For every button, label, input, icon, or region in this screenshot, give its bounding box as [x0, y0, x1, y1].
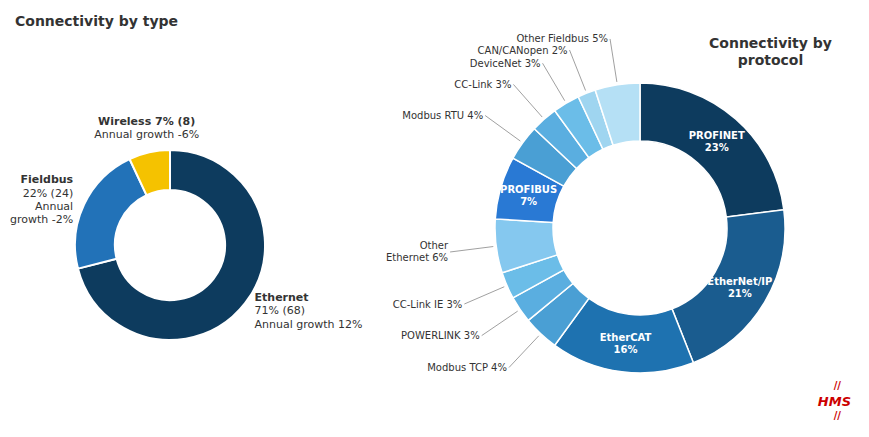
logo-text: // [834, 380, 842, 391]
text-line: Annual growth -6% [94, 128, 199, 141]
text-line: Fieldbus [21, 173, 74, 186]
text-line: // [834, 380, 842, 391]
chart-container: Connectivity by typeEthernet71% (68)Annu… [0, 0, 869, 437]
logo: //HMS// [818, 380, 851, 421]
text-line: Modbus TCP 4% [427, 362, 507, 373]
data-label: DeviceNet 3% [470, 58, 541, 69]
data-label: PROFIBUS7% [500, 184, 557, 207]
slice [672, 210, 785, 363]
text-line: Connectivity by type [15, 13, 178, 29]
title: Connectivity byprotocol [709, 35, 832, 68]
text-line: protocol [738, 52, 804, 68]
data-labels: PROFINET23% EtherNet/IP21% EtherCAT16% Modb… [386, 33, 772, 373]
leader-line [509, 336, 539, 368]
data-label: OtherEthernet 6% [386, 240, 449, 263]
leader-line [482, 311, 518, 335]
slices [495, 83, 785, 373]
text-line: 7% [520, 196, 537, 207]
text-line: Ethernet [255, 291, 309, 304]
text-line: POWERLINK 3% [401, 330, 480, 341]
leader-line [513, 84, 542, 117]
text-line: Other [420, 240, 449, 251]
annotations: Ethernet71% (68)Annual growth 12% Fieldbu… [10, 115, 363, 331]
text-line: CC-Link 3% [454, 79, 511, 90]
text-line: 23% [705, 141, 729, 152]
text-line: PROFIBUS [500, 184, 557, 195]
data-label: CAN/CANopen 2% [478, 45, 568, 56]
text-line: 21% [728, 288, 752, 299]
text-line: Wireless 7% (8) [98, 115, 195, 128]
text-line: growth -2% [10, 213, 73, 226]
annotation: Fieldbus22% (24)Annualgrowth -2% [10, 173, 74, 226]
data-label: PROFINET23% [689, 129, 745, 152]
text-line: // [834, 410, 842, 421]
text-line: 71% (68) [255, 304, 306, 317]
slice [495, 219, 557, 273]
data-label: CC-Link IE 3% [393, 299, 463, 310]
data-label: Modbus TCP 4% [427, 362, 507, 373]
data-label: POWERLINK 3% [401, 330, 480, 341]
donut-right: PROFINET23% EtherNet/IP21% EtherCAT16% Modb… [386, 33, 785, 373]
leader-line [450, 247, 493, 252]
text-line: HMS [818, 394, 851, 409]
slices [75, 150, 265, 340]
chart-svg: Connectivity by typeEthernet71% (68)Annu… [0, 0, 869, 437]
text-line: 22% (24) [23, 187, 74, 200]
text-line: DeviceNet 3% [470, 58, 541, 69]
donut-left [75, 150, 265, 340]
data-label: Modbus RTU 4% [402, 110, 483, 121]
slice [640, 83, 784, 217]
text-line: EtherNet/IP [707, 276, 772, 287]
leader-line [485, 115, 520, 141]
title: Connectivity by type [15, 13, 178, 29]
text-line: Annual growth 12% [255, 318, 363, 331]
data-label: EtherCAT16% [600, 332, 652, 355]
annotation: Ethernet71% (68)Annual growth 12% [255, 291, 363, 330]
text-line: PROFINET [689, 129, 745, 140]
text-line: Ethernet 6% [386, 252, 448, 263]
text-line: Modbus RTU 4% [402, 110, 483, 121]
text-line: 16% [613, 344, 637, 355]
leader-line [610, 39, 617, 82]
data-label: CC-Link 3% [454, 79, 511, 90]
data-label: Other Fieldbus 5% [516, 33, 608, 44]
text-line: CAN/CANopen 2% [478, 45, 568, 56]
text-line: CC-Link IE 3% [393, 299, 463, 310]
logo-text: // [834, 410, 842, 421]
text-line: Connectivity by [709, 35, 832, 51]
text-line: EtherCAT [600, 332, 652, 343]
logo-text: HMS [818, 394, 851, 409]
text-line: Other Fieldbus 5% [516, 33, 608, 44]
data-label: EtherNet/IP21% [707, 276, 772, 299]
leader-line [543, 63, 565, 100]
slice [595, 83, 640, 145]
slice [75, 159, 147, 269]
leader-line [570, 50, 586, 90]
leader-line [464, 287, 504, 304]
annotation: Wireless 7% (8)Annual growth -6% [94, 115, 199, 141]
text-line: Annual [35, 200, 73, 213]
slice [130, 150, 170, 195]
